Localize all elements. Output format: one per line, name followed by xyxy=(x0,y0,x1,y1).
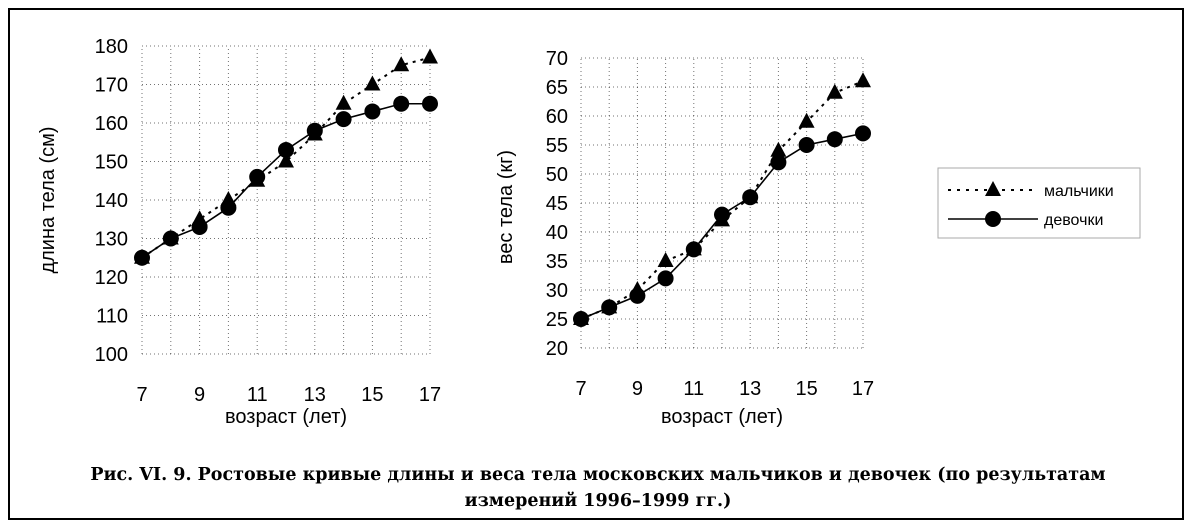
point-boys-14 xyxy=(770,141,787,157)
point-girls-14 xyxy=(335,111,352,128)
x-tick-label-1: 9 xyxy=(194,384,205,406)
point-boys-15 xyxy=(798,112,815,128)
y-tick-label-2: 120 xyxy=(95,267,128,289)
y-tick-label-5: 45 xyxy=(546,193,568,215)
y-tick-label-3: 130 xyxy=(95,229,128,251)
x-tick-label-5: 17 xyxy=(419,384,441,406)
x-tick-label-3: 13 xyxy=(739,378,761,400)
x-tick-label-1: 9 xyxy=(632,378,643,400)
point-boys-14 xyxy=(335,94,352,110)
x-tick-label-4: 15 xyxy=(795,378,817,400)
point-girls-16 xyxy=(826,131,843,148)
point-girls-7 xyxy=(573,311,589,327)
y-tick-label-2: 30 xyxy=(546,280,568,302)
y-tick-label-8: 180 xyxy=(95,36,128,58)
point-girls-17 xyxy=(422,95,438,112)
caption-line-1: Рис. VI. 9. Ростовые кривые длины и веса… xyxy=(90,465,1106,485)
x-tick-label-2: 11 xyxy=(247,384,268,406)
x-tick-label-0: 7 xyxy=(575,378,586,400)
figure-caption: Рис. VI. 9. Ростовые кривые длины и веса… xyxy=(10,462,1186,514)
point-girls-16 xyxy=(393,95,410,112)
point-girls-12 xyxy=(714,206,730,223)
point-boys-10 xyxy=(657,252,674,267)
x-axis-title: возраст (лет) xyxy=(661,406,783,428)
x-tick-label-2: 11 xyxy=(683,378,704,400)
point-girls-17 xyxy=(855,125,871,142)
point-girls-10 xyxy=(220,199,237,216)
y-tick-label-7: 170 xyxy=(95,75,128,97)
y-tick-label-8: 60 xyxy=(546,106,568,128)
point-boys-15 xyxy=(364,75,381,91)
point-girls-11 xyxy=(249,168,266,185)
y-tick-label-7: 55 xyxy=(546,135,568,157)
y-axis-title: вес тела (кг) xyxy=(495,150,517,264)
y-tick-label-4: 40 xyxy=(546,222,568,244)
x-tick-label-3: 13 xyxy=(304,384,326,406)
y-tick-label-6: 50 xyxy=(546,164,568,186)
legend-boys-label: мальчики xyxy=(1044,183,1114,200)
legend-girls-circle-icon xyxy=(985,211,1001,227)
point-girls-13 xyxy=(306,122,323,139)
y-tick-label-10: 70 xyxy=(546,48,568,70)
point-girls-15 xyxy=(364,103,381,120)
y-tick-label-5: 150 xyxy=(95,152,128,174)
y-tick-label-1: 25 xyxy=(546,309,568,331)
y-axis-title: длина тела (см) xyxy=(37,126,59,273)
point-girls-12 xyxy=(278,141,294,158)
point-girls-13 xyxy=(742,189,759,206)
x-tick-label-5: 17 xyxy=(852,378,874,400)
chart-body-weight: 20 25 30 35 40 45 50 55 60 65 70 7 9 11 13 15 17 возраст … xyxy=(495,48,874,428)
legend-girls-label: девочки xyxy=(1044,212,1103,229)
y-tick-label-9: 65 xyxy=(546,77,568,99)
point-girls-9 xyxy=(629,287,646,304)
chart-body-length: 100 110 120 130 140 150 160 170 180 7 9 11 13 15 17 воз… xyxy=(37,36,441,428)
series-line-girls xyxy=(141,102,430,259)
series-line-boys xyxy=(141,56,431,259)
point-boys-17 xyxy=(422,48,438,64)
charts-canvas: 100 110 120 130 140 150 160 170 180 7 9 11 13 15 17 воз… xyxy=(37,36,1141,428)
point-boys-16 xyxy=(393,56,410,72)
x-tick-label-4: 15 xyxy=(361,384,383,406)
point-boys-12 xyxy=(278,152,294,168)
point-girls-15 xyxy=(798,137,815,153)
y-tick-label-3: 35 xyxy=(546,251,568,273)
point-boys-16 xyxy=(826,83,843,99)
point-girls-8 xyxy=(162,230,179,247)
y-tick-label-6: 160 xyxy=(95,113,128,135)
legend: мальчики девочки xyxy=(937,167,1141,239)
figure-frame: 100 110 120 130 140 150 160 170 180 7 9 11 13 15 17 воз… xyxy=(8,8,1184,520)
x-axis-title: возраст (лет) xyxy=(225,406,347,428)
legend-box xyxy=(937,167,1141,239)
point-girls-7 xyxy=(134,249,150,266)
point-girls-11 xyxy=(685,241,702,258)
y-tick-label-0: 20 xyxy=(546,338,568,360)
y-tick-label-1: 110 xyxy=(96,306,128,328)
x-tick-label-0: 7 xyxy=(136,384,147,406)
point-boys-17 xyxy=(855,72,871,88)
legend-boys-triangle-icon xyxy=(985,181,1001,196)
caption-line-2: измерений 1996–1999 гг.) xyxy=(464,491,732,511)
y-tick-label-4: 140 xyxy=(95,190,128,212)
y-tick-label-0: 100 xyxy=(95,344,128,366)
point-girls-8 xyxy=(601,299,618,316)
point-girls-9 xyxy=(191,218,208,235)
point-girls-14 xyxy=(770,154,787,171)
point-girls-10 xyxy=(657,270,674,287)
